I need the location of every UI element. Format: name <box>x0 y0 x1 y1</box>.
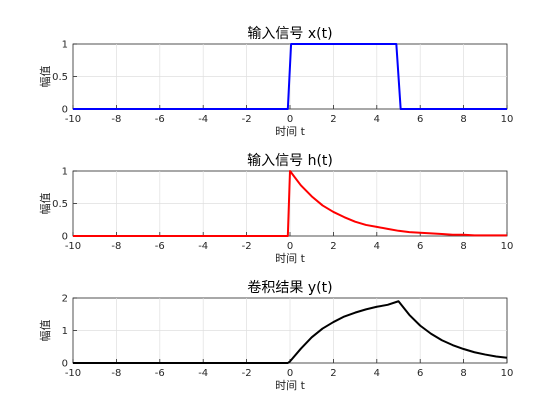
chart-1-y-tick-label: 0 <box>62 105 68 116</box>
chart-3-x-tick-label: -6 <box>155 368 165 379</box>
chart-2-x-axis-label: 时间 t <box>275 252 305 265</box>
chart-1-x-axis-label: 时间 t <box>275 125 305 138</box>
chart-3-y-tick-label: 1 <box>62 326 68 337</box>
chart-3-y-tick-label: 0 <box>62 359 68 370</box>
chart-1-series-line <box>73 43 507 110</box>
chart-2-x-tick-label: -6 <box>155 241 165 252</box>
chart-1-x-tick-label: 0 <box>287 114 293 125</box>
chart-3-x-tick-label: 2 <box>330 368 336 379</box>
chart-3-x-tick-label: 6 <box>417 368 423 379</box>
chart-2-y-tick-label: 0 <box>62 232 68 243</box>
chart-2-x-tick-label: -10 <box>65 241 81 252</box>
chart-2-y-axis-label: 幅值 <box>39 193 52 215</box>
chart-2-x-tick-label: 2 <box>330 241 336 252</box>
chart-2-series-line <box>73 170 507 237</box>
chart-1-x-tick-label: 10 <box>501 114 514 125</box>
chart-3-title: 卷积结果 y(t) <box>247 280 332 296</box>
chart-3-x-tick-label: 10 <box>501 368 514 379</box>
chart-3-x-tick-label: 8 <box>460 368 466 379</box>
chart-1-x-tick-label: 4 <box>374 114 380 125</box>
chart-3-x-tick-label: 4 <box>374 368 380 379</box>
chart-3-x-tick-label: -8 <box>111 368 121 379</box>
chart-2-x-tick-label: 0 <box>287 241 293 252</box>
chart-3-series-line <box>73 300 508 364</box>
chart-2-x-tick-label: -4 <box>198 241 208 252</box>
chart-3-x-axis-label: 时间 t <box>275 379 305 392</box>
chart-2-x-tick-label: 6 <box>417 241 423 252</box>
chart-1-y-tick-label: 0.5 <box>52 72 68 83</box>
chart-2-y-tick-label: 0.5 <box>52 199 68 210</box>
chart-2-x-tick-label: -2 <box>242 241 252 252</box>
chart-1-x-tick-label: -10 <box>65 114 81 125</box>
chart-2-title: 输入信号 h(t) <box>247 153 333 169</box>
chart-1-y-tick-label: 1 <box>62 40 68 51</box>
chart-1-title: 输入信号 x(t) <box>247 26 332 42</box>
chart-1-x-tick-label: 2 <box>330 114 336 125</box>
chart-1-x-tick-label: 8 <box>460 114 466 125</box>
chart-2-y-tick-label: 1 <box>62 167 68 178</box>
chart-3-x-tick-label: 0 <box>287 368 293 379</box>
chart-1-x-tick-label: -2 <box>242 114 252 125</box>
chart-1-x-tick-label: 6 <box>417 114 423 125</box>
chart-2-x-tick-label: 10 <box>501 241 514 252</box>
chart-2-x-tick-label: 4 <box>374 241 380 252</box>
chart-3-x-tick-label: -10 <box>65 368 81 379</box>
chart-1-x-tick-label: -4 <box>198 114 208 125</box>
chart-3-x-tick-label: -4 <box>198 368 208 379</box>
chart-3-y-axis-label: 幅值 <box>39 320 52 342</box>
chart-1-y-axis-label: 幅值 <box>39 66 52 88</box>
chart-2-x-tick-label: -8 <box>111 241 121 252</box>
chart-2-x-tick-label: 8 <box>460 241 466 252</box>
chart-1-x-tick-label: -8 <box>111 114 121 125</box>
chart-3-x-tick-label: -2 <box>242 368 252 379</box>
chart-3-y-tick-label: 2 <box>62 294 68 305</box>
chart-1-x-tick-label: -6 <box>155 114 165 125</box>
